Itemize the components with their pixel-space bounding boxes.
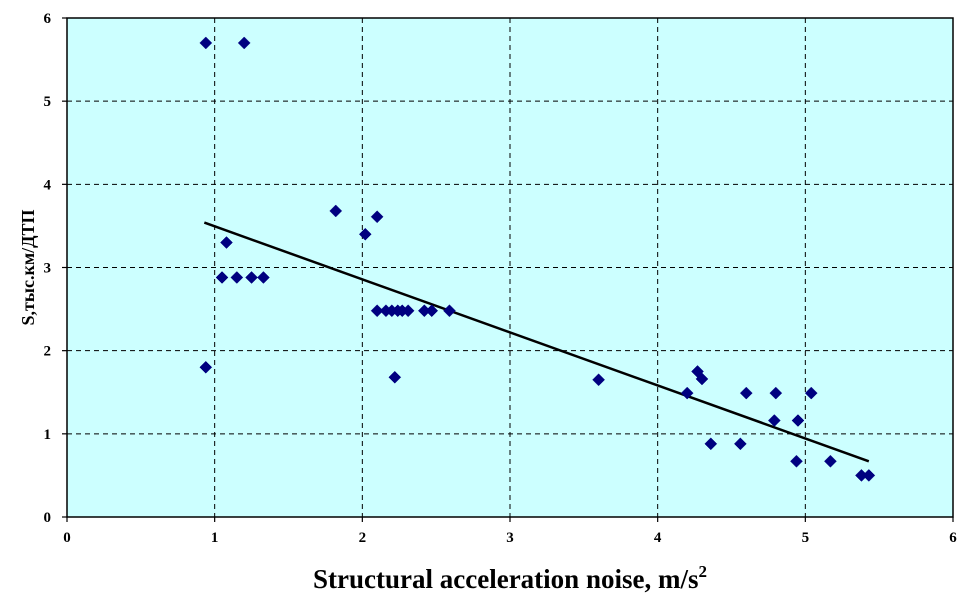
data-point xyxy=(704,437,718,451)
x-tick-label: 6 xyxy=(949,530,957,546)
data-point xyxy=(791,414,805,427)
y-tick-label: 1 xyxy=(44,427,52,443)
data-point xyxy=(734,437,747,451)
data-point xyxy=(804,386,818,400)
x-axis-title-text: Structural acceleration noise, m/s xyxy=(313,564,698,594)
x-axis-ticks: 0 1 2 3 4 5 6 xyxy=(63,517,957,546)
data-point xyxy=(401,304,415,318)
data-point xyxy=(388,370,402,384)
data-point xyxy=(824,454,837,468)
data-points xyxy=(199,36,876,482)
y-tick-label: 4 xyxy=(44,177,52,193)
data-point xyxy=(370,210,384,224)
x-tick-label: 4 xyxy=(654,530,662,546)
data-point xyxy=(245,271,258,284)
data-point xyxy=(425,304,439,318)
data-point xyxy=(592,373,605,387)
x-tick-label: 1 xyxy=(211,530,219,546)
data-point xyxy=(443,304,456,318)
data-point xyxy=(862,469,876,482)
x-tick-label: 0 xyxy=(63,530,71,546)
x-tick-label: 5 xyxy=(802,530,810,546)
data-point xyxy=(680,386,694,400)
data-point xyxy=(220,236,233,249)
data-point xyxy=(767,414,781,427)
grid-lines xyxy=(67,18,953,517)
data-point xyxy=(358,227,372,241)
x-tick-label: 2 xyxy=(359,530,367,546)
data-point xyxy=(230,271,244,284)
x-tick-label: 3 xyxy=(506,530,514,546)
data-point xyxy=(257,271,270,284)
trend-line-group xyxy=(203,221,870,463)
y-tick-label: 2 xyxy=(44,344,52,360)
y-tick-label: 0 xyxy=(44,510,52,526)
x-axis-title-superscript: 2 xyxy=(698,562,707,581)
y-axis-ticks: 0 1 2 3 4 5 6 xyxy=(44,11,67,526)
data-point xyxy=(199,360,213,374)
data-point xyxy=(739,386,753,400)
trend-line xyxy=(203,221,870,463)
data-point xyxy=(329,204,343,218)
data-point xyxy=(790,454,803,468)
y-axis-title: S,тыс.км/ДТП xyxy=(18,210,38,326)
data-point xyxy=(769,386,783,400)
data-point xyxy=(370,304,384,318)
x-axis-title: Structural acceleration noise, m/s2 xyxy=(313,562,707,594)
y-tick-label: 5 xyxy=(44,94,52,110)
data-point xyxy=(237,36,251,50)
data-point xyxy=(199,36,213,50)
y-tick-label: 3 xyxy=(44,261,52,277)
data-point xyxy=(215,271,229,284)
data-point xyxy=(695,372,709,386)
y-tick-label: 6 xyxy=(44,11,52,27)
